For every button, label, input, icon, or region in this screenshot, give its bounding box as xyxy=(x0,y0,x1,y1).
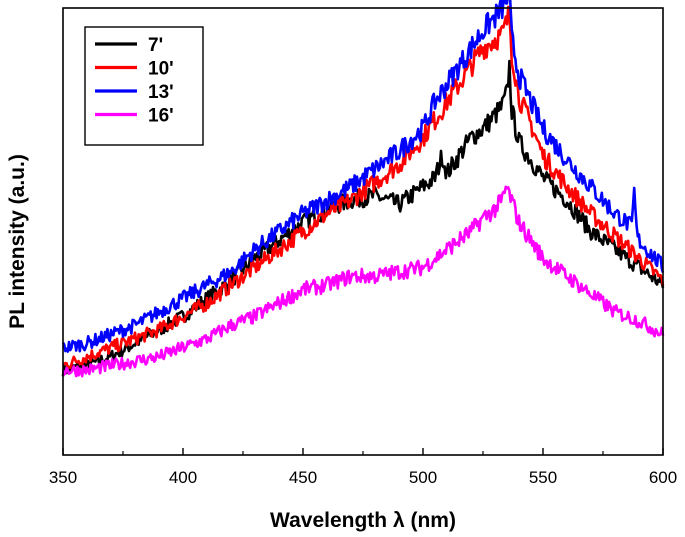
plot-lines xyxy=(61,0,665,378)
legend-box xyxy=(84,26,204,146)
series-line-2 xyxy=(61,0,665,353)
legend-label: 13' xyxy=(148,82,174,103)
legend-label: 10' xyxy=(148,59,174,80)
x-tick-label: 450 xyxy=(289,468,317,487)
legend: 7' 10'13' 16' xyxy=(84,26,204,146)
x-tick-label: 550 xyxy=(529,468,557,487)
series-line-1 xyxy=(62,5,665,370)
x-tick-label: 400 xyxy=(169,468,197,487)
x-tick-label: 600 xyxy=(649,468,677,487)
x-tick-label: 500 xyxy=(409,468,437,487)
x-axis-title: Wavelength λ (nm) xyxy=(270,509,456,532)
x-axis-ticks: 350 400 450 500 550 600 xyxy=(49,448,677,487)
series-line-3 xyxy=(61,185,665,378)
y-axis-title: PL intensity (a.u.) xyxy=(6,154,29,329)
x-tick-label: 350 xyxy=(49,468,77,487)
legend-label: 16' xyxy=(148,106,174,127)
legend-label: 7' xyxy=(148,35,163,56)
